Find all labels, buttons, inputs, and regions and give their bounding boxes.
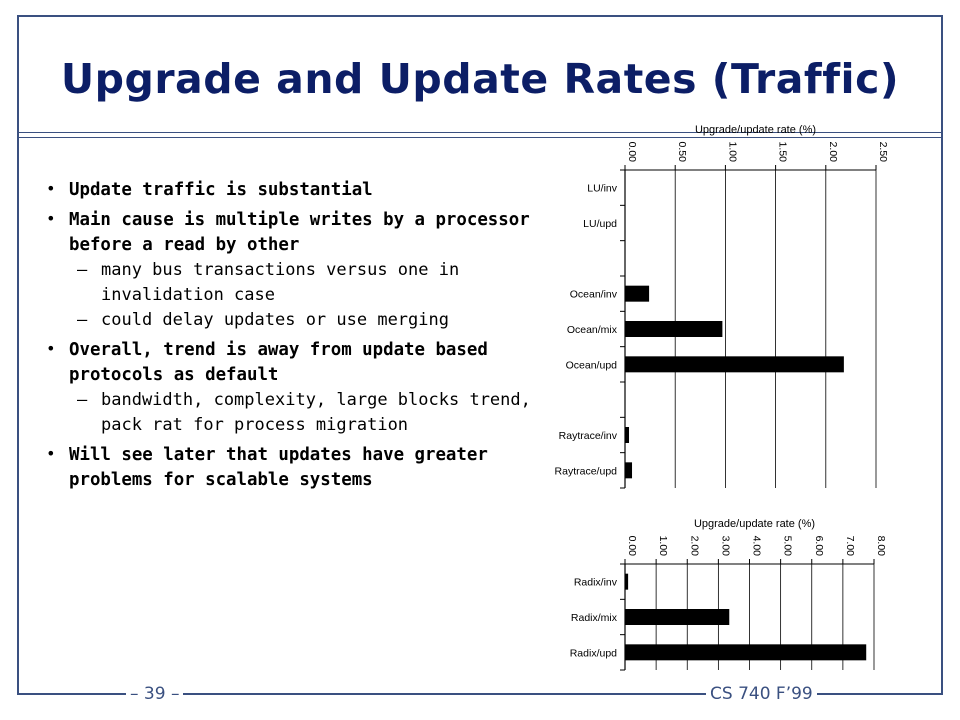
bullet-item: Overall, trend is away from update based… [44,336,544,438]
bullet-text: Overall, trend is away from update based… [69,340,488,385]
category-label: Radix/mix [571,612,618,624]
bullet-item: Update traffic is substantial [44,176,544,203]
category-label: Ocean/upd [566,359,618,371]
chart-traffic-radix: Upgrade/update rate (%) 0.00 1.00 2.00 3.00 4… [570,518,887,671]
chart-title: Upgrade/update rate (%) [695,124,816,136]
title-divider-top [19,132,941,133]
sub-bullet-list: many bus transactions versus one in inva… [69,258,544,333]
sub-bullet-item: could delay updates or use merging [69,308,544,333]
bar [625,285,650,302]
x-tick-label: 0.00 [626,142,638,163]
bullet-item: Main cause is multiple writes by a proce… [44,206,544,333]
bar [625,462,633,479]
course-label: CS 740 F’99 [706,684,817,704]
chart-traffic-1: Upgrade/update rate (%) 0.00 0.50 1.00 1.50 2… [555,124,889,489]
x-tick-label: 6.00 [813,536,825,557]
x-tick-label: 0.50 [676,142,688,163]
bar [625,644,867,661]
bullet-text: Update traffic is substantial [69,180,373,200]
category-label: LU/upd [583,218,617,230]
bullet-list: Update traffic is substantial Main cause … [44,173,544,493]
x-tick-label: 8.00 [875,536,887,557]
bar [625,356,844,373]
bar [625,573,629,590]
x-tick-label: 1.00 [726,142,738,163]
category-label: Raytrace/inv [559,430,618,442]
category-label: Ocean/mix [567,324,618,336]
chart-title: Upgrade/update rate (%) [694,518,815,530]
x-tick-label: 2.00 [827,142,839,163]
sub-bullet-list: bandwidth, complexity, large blocks tren… [69,388,544,438]
sub-bullet-item: bandwidth, complexity, large blocks tren… [69,388,544,438]
slide-number: – 39 – [126,684,184,704]
bar [625,609,730,625]
category-label: Ocean/inv [570,289,618,301]
bullet-text: Will see later that updates have greater… [69,445,488,490]
slide-title: Upgrade and Update Rates (Traffic) [60,55,900,103]
bullet-text: Main cause is multiple writes by a proce… [69,210,530,255]
title-divider-bottom [19,137,941,138]
category-label: Radix/inv [574,577,618,589]
x-tick-label: 1.00 [657,536,669,557]
category-label: LU/inv [587,183,618,195]
category-label: Radix/upd [570,647,617,659]
sub-bullet-item: many bus transactions versus one in inva… [69,258,544,308]
slide-frame [17,15,943,695]
x-tick-label: 1.50 [777,142,789,163]
x-tick-label: 4.00 [751,536,763,557]
x-tick-label: 2.00 [688,536,700,557]
bar [625,427,630,443]
x-tick-label: 0.00 [626,536,638,557]
bullet-item: Will see later that updates have greater… [44,441,544,493]
bar [625,321,723,337]
x-tick-label: 7.00 [844,536,856,557]
x-tick-label: 2.50 [877,142,889,163]
category-label: Raytrace/upd [555,465,618,477]
x-tick-label: 3.00 [719,536,731,557]
x-tick-label: 5.00 [782,536,794,557]
